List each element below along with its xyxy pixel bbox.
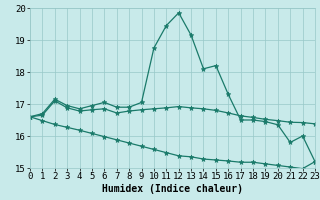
- X-axis label: Humidex (Indice chaleur): Humidex (Indice chaleur): [102, 184, 243, 194]
